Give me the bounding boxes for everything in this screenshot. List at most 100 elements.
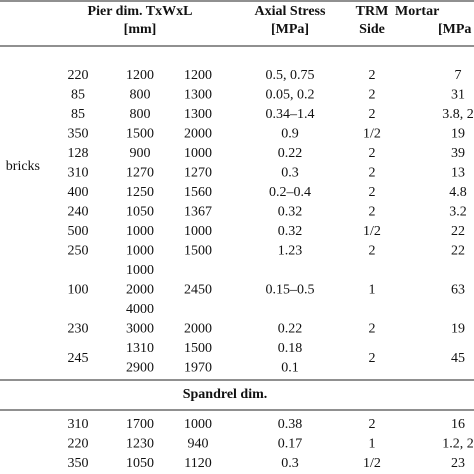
cell: 4.8 [449,185,467,200]
cell: 1270 [184,166,212,181]
cell: 1300 [184,88,212,103]
cell: 2 [369,146,376,161]
cell: 0.1 [281,361,299,376]
cell: 2000 [184,127,212,142]
cell: 0.05, 0.2 [266,88,315,103]
cell: 800 [130,88,151,103]
cell: 1970 [184,361,212,376]
cell: 0.34–1.4 [266,107,315,122]
header: Pier dim. TxWxL [88,4,193,19]
header: [MPa] [271,22,309,37]
header: TRM [356,4,389,19]
header: [MPa [438,22,471,37]
cell: 19 [451,127,465,142]
cell: 0.18 [278,341,303,356]
cell: 0.22 [278,322,303,337]
cell: 22 [451,224,465,239]
cell: 240 [68,205,89,220]
cell: 85 [71,88,85,103]
cell: 310 [68,166,89,181]
cell: 2 [369,107,376,122]
cell: 3.2 [449,205,467,220]
cell: 500 [68,224,89,239]
cell: 1700 [126,417,154,432]
cell: 45 [451,351,465,366]
cell: 2450 [184,283,212,298]
cell: 1050 [126,456,154,471]
cell: 230 [68,322,89,337]
cell: 2 [369,244,376,259]
cell: 220 [68,437,89,452]
cell: 1000 [184,224,212,239]
cell: 1050 [126,205,154,220]
cell: 2 [369,68,376,83]
cell: 39 [451,146,465,161]
cell: 2 [369,88,376,103]
cell: 16 [451,417,465,432]
cell: 250 [68,244,89,259]
cell: 1000 [126,224,154,239]
cell: 22 [451,244,465,259]
cell: 1367 [184,205,212,220]
cell: 1270 [126,166,154,181]
cell: 1 [369,437,376,452]
cell: 2 [369,166,376,181]
cell: 2900 [126,361,154,376]
cell: 1000 [126,263,154,278]
cell: 2 [369,185,376,200]
cell: 0.15–0.5 [266,283,315,298]
cell: 100 [68,283,89,298]
cell: 1000 [184,417,212,432]
cell: 1000 [184,146,212,161]
cell: 310 [68,417,89,432]
cell: 0.32 [278,224,303,239]
cell: 1.2, 2 [442,437,474,452]
cell: 2 [369,322,376,337]
cell: 128 [68,146,89,161]
cell: 1 [369,283,376,298]
cell: 2000 [184,322,212,337]
cell: 0.9 [281,127,299,142]
cell: 0.22 [278,146,303,161]
header: Side [359,22,385,37]
cell: 0.3 [281,456,299,471]
cell: 900 [130,146,151,161]
cell: 245 [68,351,89,366]
cell: 1310 [126,341,154,356]
cell: 3.8, 2 [442,107,474,122]
cell: 1120 [184,456,211,471]
cell: 1230 [126,437,154,452]
cell: 1300 [184,107,212,122]
cell: 350 [68,127,89,142]
cell: 31 [451,88,465,103]
cell: 1/2 [363,456,381,471]
cell: 400 [68,185,89,200]
header: Mortar [395,4,439,19]
cell: 3000 [126,322,154,337]
cell: 1200 [126,68,154,83]
cell: 1200 [184,68,212,83]
cell: 1/2 [363,224,381,239]
cell: 1500 [126,127,154,142]
cell: 0.3 [281,166,299,181]
cell: 0.38 [278,417,303,432]
cell: 1500 [184,341,212,356]
cell: 2 [369,205,376,220]
cell: 0.2–0.4 [269,185,311,200]
header: [mm] [124,22,157,37]
cell: 2000 [126,283,154,298]
cell: 1/2 [363,127,381,142]
cell: 350 [68,456,89,471]
cell: 1500 [184,244,212,259]
cell: 0.17 [278,437,303,452]
cell: 23 [451,456,465,471]
section-title: Spandrel dim. [183,387,268,402]
cell: 85 [71,107,85,122]
cell: 220 [68,68,89,83]
cell: 7 [455,68,462,83]
group-label: bricks [6,159,40,174]
cell: 0.5, 0.75 [266,68,315,83]
header: Axial Stress [255,4,326,19]
cell: 2 [369,351,376,366]
